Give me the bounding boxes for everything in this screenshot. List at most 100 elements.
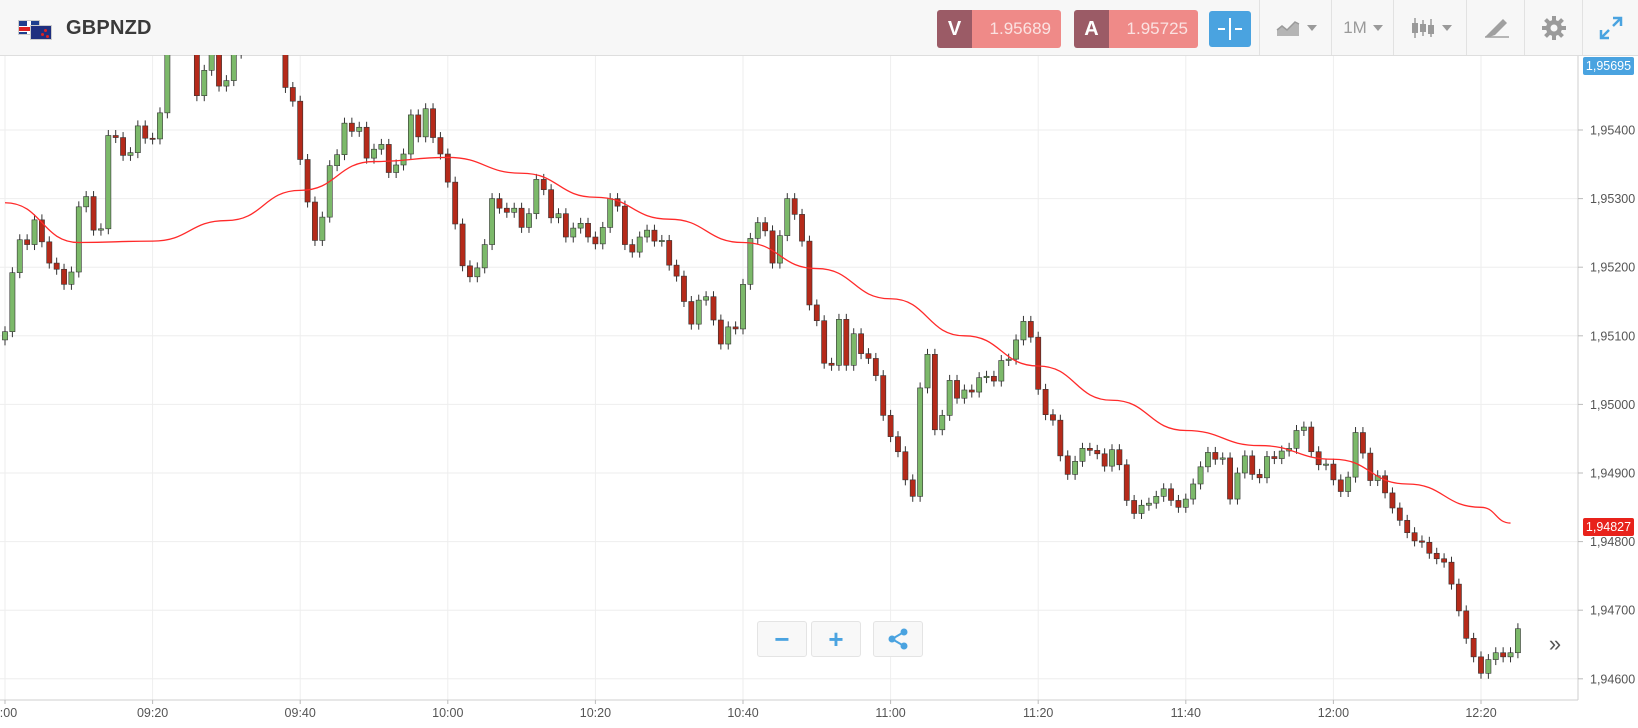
sell-quote-button[interactable]: V 1.95689 [937,10,1061,48]
candle [1234,467,1241,505]
candle [1131,494,1138,519]
candle [134,120,141,159]
chart-type-button[interactable] [1393,0,1467,55]
candle [887,409,894,443]
candle [385,138,392,179]
crosshair-button[interactable] [1209,11,1251,47]
candle [75,201,82,278]
candle [1101,448,1108,472]
x-tick-label: 10:40 [727,706,758,720]
candle [924,348,931,394]
candle [363,121,370,164]
candle [496,193,503,214]
candle [991,370,997,387]
candle [1441,553,1447,568]
candle [806,235,813,311]
candle [518,202,525,233]
candle [1330,458,1337,486]
moving-average-line [4,156,1511,524]
candle [688,296,695,330]
share-button[interactable] [873,621,923,657]
y-tick-label: 1,94700 [1590,604,1635,618]
fullscreen-button[interactable] [1582,0,1638,55]
candle [976,372,983,398]
candle [526,208,532,233]
candle [467,260,473,283]
symbol-selector[interactable]: GBPNZD [18,14,152,42]
settings-button[interactable] [1524,0,1583,55]
candle [570,222,577,243]
candle [622,200,628,251]
y-tick-label: 1,95100 [1590,329,1635,343]
x-tick-label: 12:00 [1318,706,1349,720]
candle [710,291,717,326]
sell-price: 1.95689 [972,10,1061,48]
scroll-to-latest-button[interactable]: » [1548,631,1562,656]
buy-quote-button[interactable]: A 1.95725 [1074,10,1198,48]
candle [1433,547,1440,565]
candle [216,55,222,92]
candle [201,64,208,102]
candle [1264,451,1270,484]
candle [112,130,119,144]
candle [1337,474,1344,498]
candle [157,107,163,145]
candle [282,55,289,93]
candle [533,173,540,220]
zoom-in-button[interactable]: + [811,621,861,657]
x-tick-label: 11:40 [1171,706,1201,720]
x-tick-label: 12:20 [1465,706,1496,720]
candle [740,278,746,335]
candle [828,357,835,371]
candle [895,431,901,458]
candle [481,239,488,274]
candle [1241,450,1248,479]
candle [1455,578,1462,617]
candle [1411,527,1418,547]
candle [223,75,230,92]
candle [193,55,200,102]
candle [658,234,665,247]
candle [489,193,495,251]
candle [725,321,732,350]
candle [1256,468,1263,484]
candle [813,299,820,327]
candle [784,193,791,242]
y-tick-label: 1,95200 [1590,261,1635,275]
candle [422,103,429,143]
candle [319,211,326,246]
candle [1175,494,1182,513]
candle [1153,490,1160,509]
price-axis: 1,95400 1,95300 1,95200 1,95100 1,95000 1,949… [1577,56,1635,700]
candle [459,218,466,272]
candle [1470,632,1477,663]
candle [1086,442,1093,456]
candle [732,321,739,335]
candle [1116,444,1123,471]
price-chart[interactable]: 1,95400 1,95300 1,95200 1,95100 1,95000 1,949… [0,55,1638,728]
buy-label: A [1074,10,1109,48]
chevron-down-icon [1307,24,1317,31]
zoom-out-button[interactable]: − [757,621,807,657]
drawing-tools-button[interactable] [1466,0,1525,55]
top-price-label: 1,95695 [1583,57,1634,75]
x-tick-label: 11:00 [875,706,905,720]
candle [562,208,569,243]
candlestick-series [2,55,1521,679]
candle [1109,444,1115,472]
timeframe-button[interactable]: 1M [1331,0,1394,55]
candle [430,103,436,144]
candle [164,55,171,119]
candle [1396,502,1403,526]
candle [9,267,16,338]
candle [865,348,872,364]
candle [38,214,45,248]
candle [503,202,510,218]
candle [230,55,237,87]
candle [961,384,968,404]
chart-style-button[interactable] [1259,0,1332,55]
y-tick-label: 1,95300 [1590,192,1635,206]
chart-toolbar: GBPNZD V 1.95689 A 1.95725 1M [0,0,1638,56]
candle [1227,452,1233,505]
fullscreen-icon [1599,16,1623,39]
